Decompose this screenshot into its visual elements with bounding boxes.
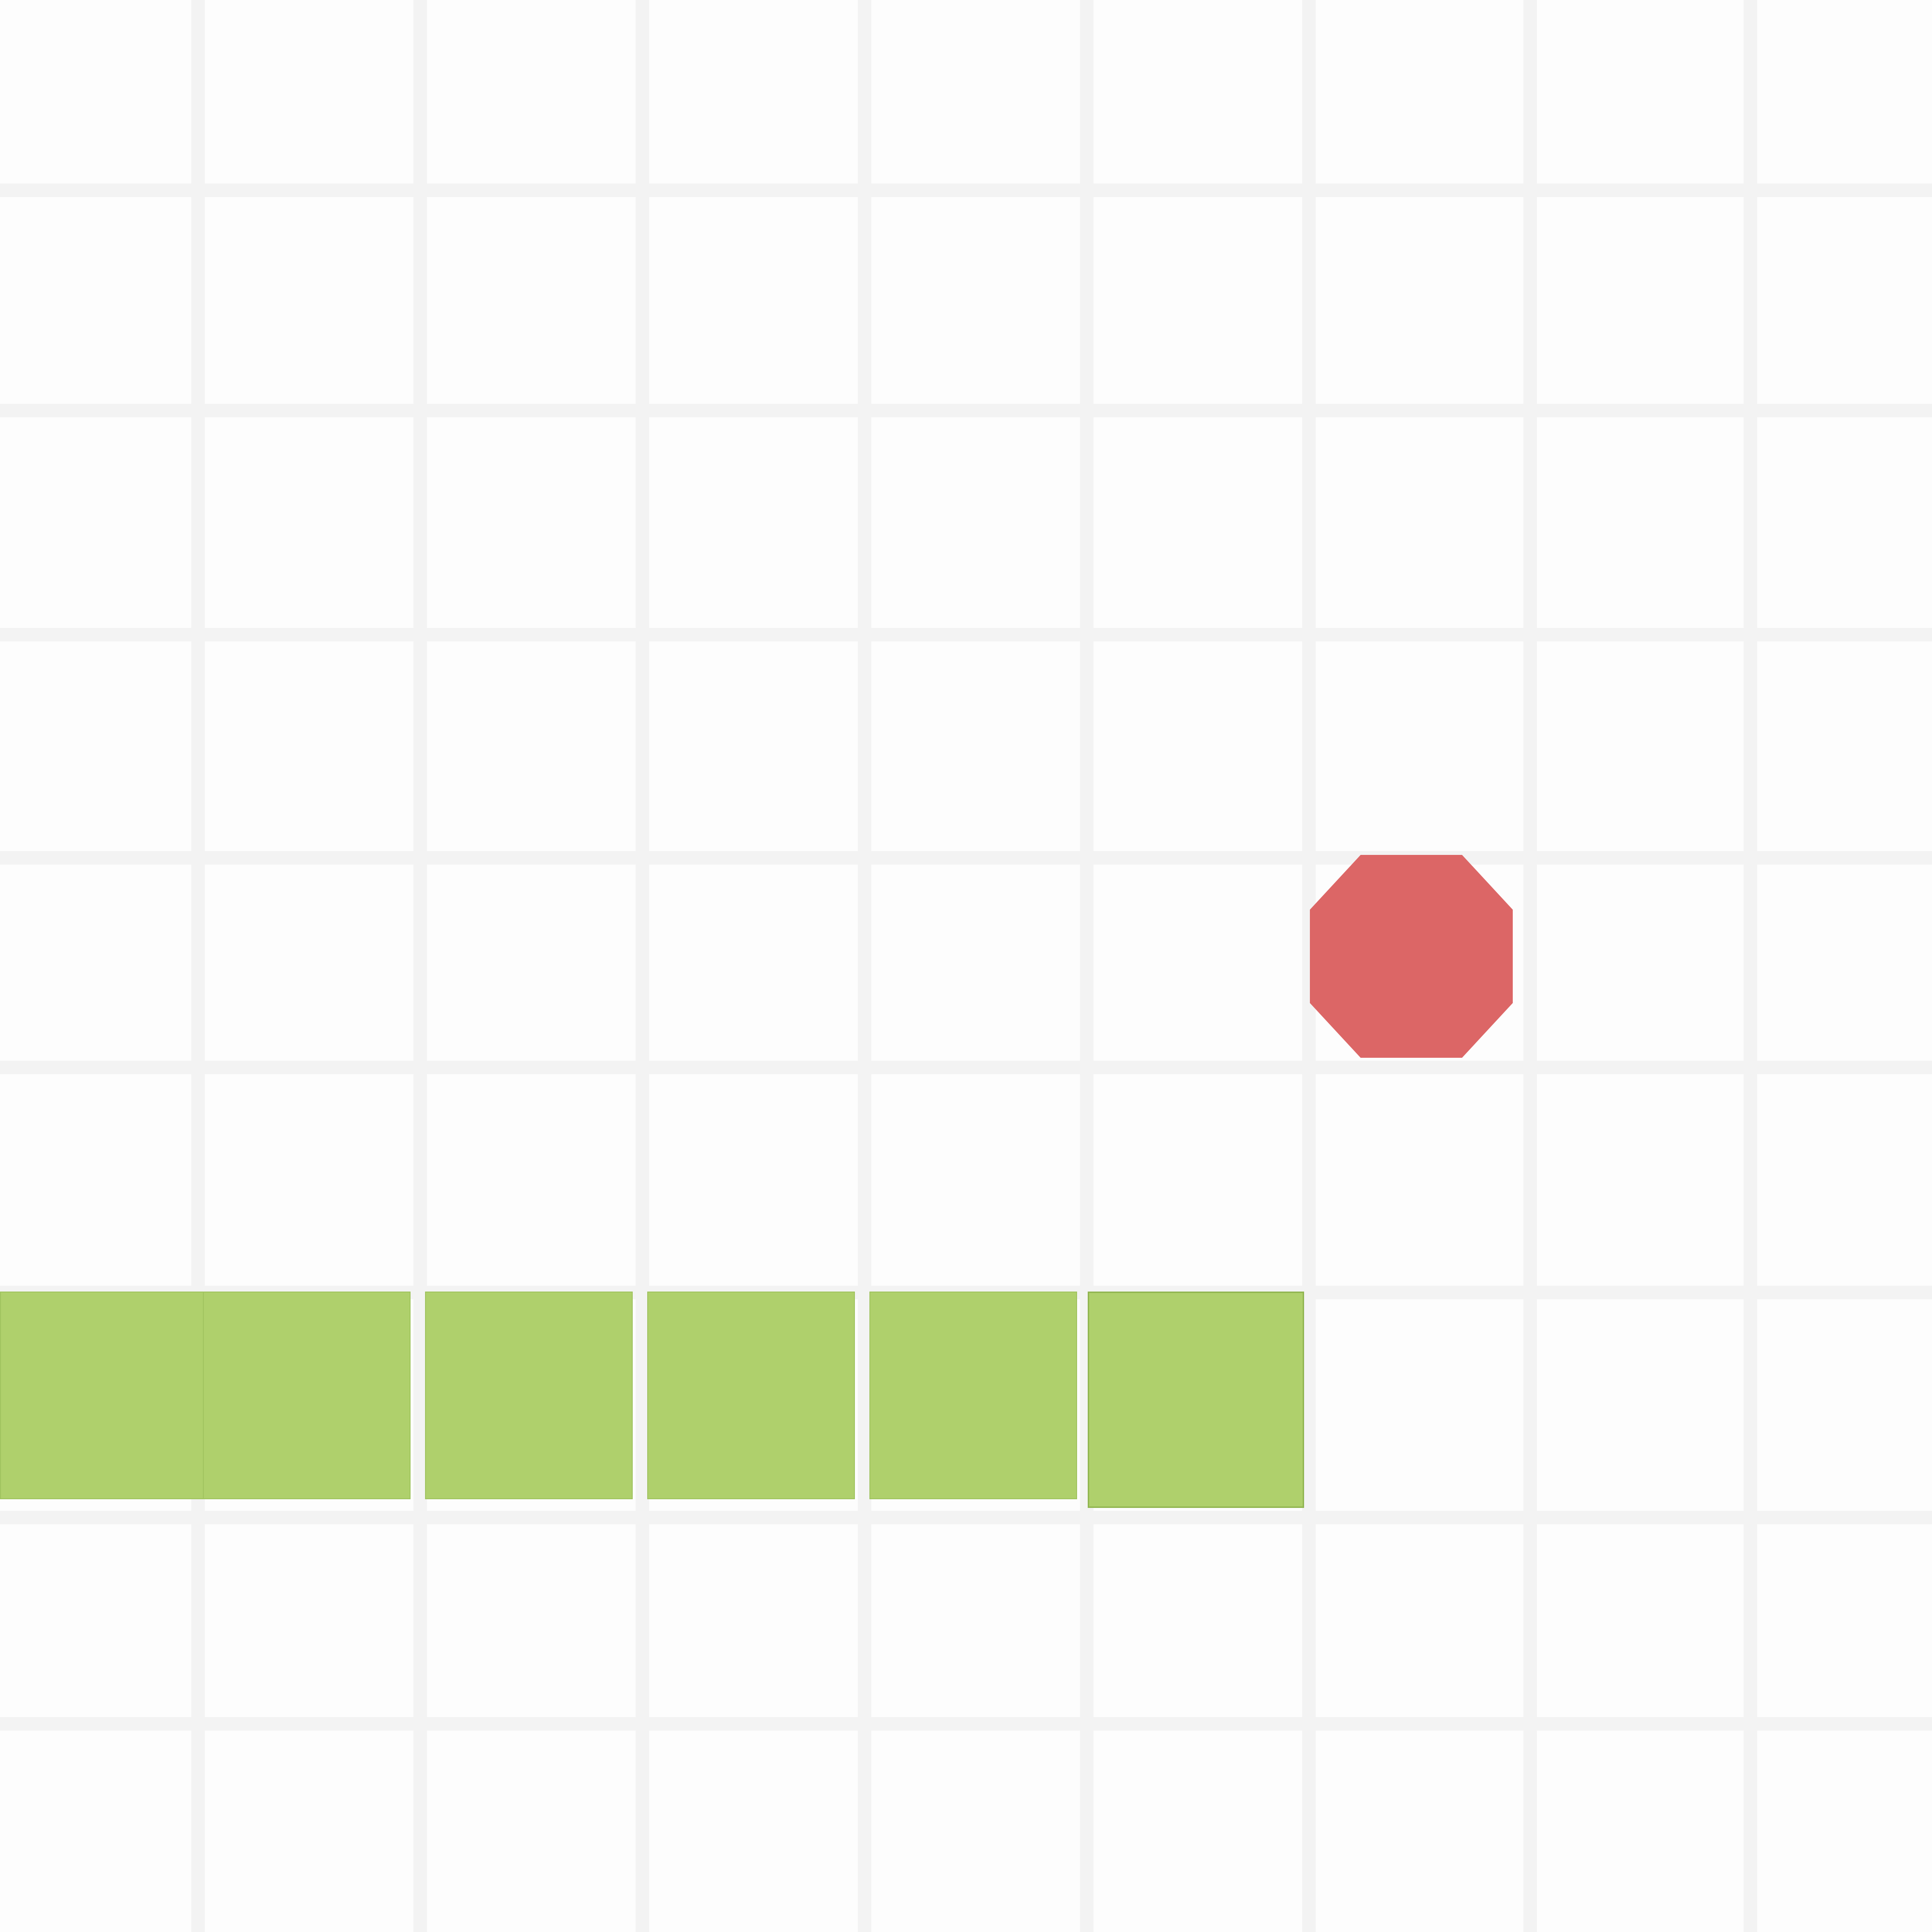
- grid-line-vertical: [1744, 0, 1757, 1932]
- grid-line-horizontal: [0, 628, 1932, 641]
- grid-line-vertical: [636, 0, 649, 1932]
- grid-line-vertical: [413, 0, 427, 1932]
- snake-body-segment: [869, 1292, 1077, 1499]
- grid-line-vertical: [1523, 0, 1537, 1932]
- grid-line-horizontal: [0, 184, 1932, 197]
- grid-line-vertical: [1080, 0, 1094, 1932]
- food-apple: [1310, 855, 1513, 1058]
- grid-line-horizontal: [0, 851, 1932, 865]
- grid-line-vertical: [191, 0, 205, 1932]
- grid-line-horizontal: [0, 1061, 1932, 1074]
- snake-body-segment: [203, 1292, 411, 1499]
- snake-body-segment: [0, 1292, 208, 1499]
- grid-line-vertical: [858, 0, 871, 1932]
- snake-head: [1088, 1292, 1304, 1508]
- grid-line-horizontal: [0, 1717, 1932, 1731]
- snake-body-segment: [647, 1292, 855, 1499]
- grid-line-horizontal: [0, 404, 1932, 417]
- snake-body-segment: [425, 1292, 633, 1499]
- grid-line-horizontal: [0, 1511, 1932, 1524]
